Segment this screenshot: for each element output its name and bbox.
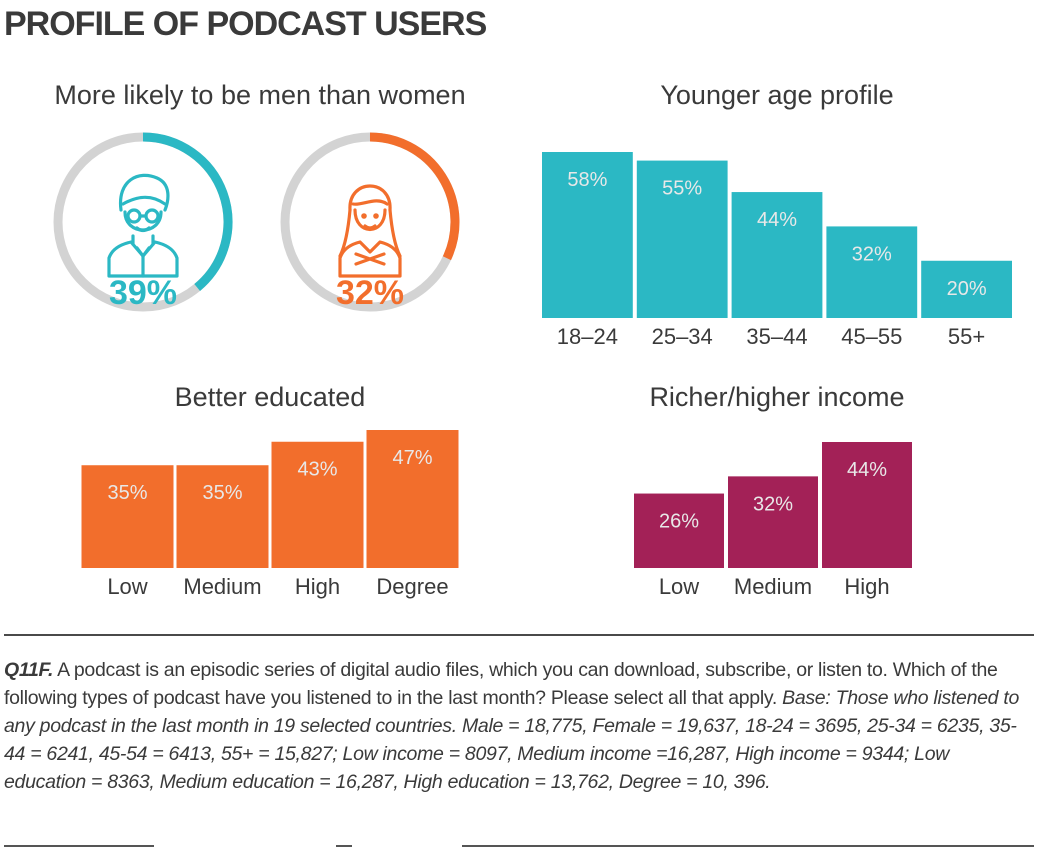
- footnote-question-text: A podcast is an episodic series of digit…: [4, 659, 998, 709]
- education-panel-title: Better educated: [174, 382, 366, 412]
- age-bar-3: [826, 226, 918, 318]
- age-tick-label-2: 35–44: [746, 324, 807, 349]
- education-bar-chart: 35% Low 35% Medium 43% High 47% Degree: [81, 430, 459, 599]
- footnote: Q11F. A podcast is an episodic series of…: [4, 656, 1034, 796]
- age-tick-label-1: 25–34: [652, 324, 713, 349]
- footnote-base-text: Those who listened to any podcast in the…: [4, 687, 1019, 737]
- education-bar-label-3: 47%: [392, 447, 432, 469]
- income-bar-chart: 26% Low 32% Medium 44% High: [634, 442, 912, 599]
- bottom-divider-right: [462, 845, 1034, 847]
- income-tick-label-2: High: [844, 574, 889, 599]
- age-tick-label-4: 55+: [948, 324, 985, 349]
- education-tick-label-1: Medium: [183, 574, 261, 599]
- income-tick-label-1: Medium: [734, 574, 812, 599]
- ring-value-label-women: 32%: [336, 274, 404, 312]
- education-bar-2: [271, 441, 364, 568]
- age-bar-2: [731, 192, 823, 318]
- footnote-divider: [4, 634, 1034, 636]
- age-bar-label-2: 44%: [757, 209, 797, 231]
- bottom-divider-mid: [336, 845, 352, 847]
- age-bar-0: [542, 152, 633, 318]
- gender-panel-title: More likely to be men than women: [54, 80, 466, 110]
- education-tick-label-0: Low: [107, 574, 147, 599]
- age-bar-chart: 58% 18–24 55% 25–34 44% 35–44 32% 45–55 20% 55+: [542, 152, 1012, 349]
- gender-rings-chart: 39% 32%: [53, 132, 460, 312]
- education-bar-0: [81, 465, 174, 568]
- income-bar-1: [728, 476, 818, 568]
- income-tick-label-0: Low: [659, 574, 699, 599]
- age-tick-label-0: 18–24: [557, 324, 618, 349]
- income-panel-title: Richer/higher income: [649, 382, 905, 412]
- income-bar-label-2: 44%: [847, 459, 887, 481]
- age-bar-label-0: 58%: [567, 169, 607, 191]
- bottom-divider-left: [4, 845, 154, 847]
- woman-icon: [338, 184, 402, 278]
- footnote-sample-text: Male = 18,775, Female = 19,637, 18-24 = …: [4, 715, 1017, 793]
- age-bar-label-3: 32%: [852, 243, 892, 265]
- education-bar-label-0: 35%: [107, 482, 147, 504]
- ring-arc-men: [142, 132, 233, 291]
- income-bar-label-0: 26%: [659, 511, 699, 533]
- income-bar-label-1: 32%: [753, 493, 793, 515]
- age-tick-label-3: 45–55: [841, 324, 902, 349]
- education-bar-3: [366, 430, 459, 568]
- ring-value-label-men: 39%: [109, 274, 177, 312]
- footnote-base-label: Base:: [782, 687, 831, 709]
- main-title: PROFILE OF PODCAST USERS: [4, 5, 487, 43]
- income-bar-0: [634, 493, 724, 568]
- ring-arc-women: [369, 132, 460, 261]
- age-bar-label-4: 20%: [947, 278, 987, 300]
- age-bar-4: [921, 260, 1012, 318]
- man-icon: [107, 173, 179, 278]
- footnote-question-label: Q11F.: [4, 659, 54, 681]
- age-bar-label-1: 55%: [662, 178, 702, 200]
- age-bar-1: [636, 160, 728, 318]
- education-bar-label-2: 43%: [297, 459, 337, 481]
- age-panel-title: Younger age profile: [660, 80, 894, 110]
- education-tick-label-3: Degree: [376, 574, 448, 599]
- income-bar-2: [822, 442, 912, 568]
- education-tick-label-2: High: [295, 574, 340, 599]
- education-bar-1: [176, 465, 269, 568]
- education-bar-label-1: 35%: [202, 482, 242, 504]
